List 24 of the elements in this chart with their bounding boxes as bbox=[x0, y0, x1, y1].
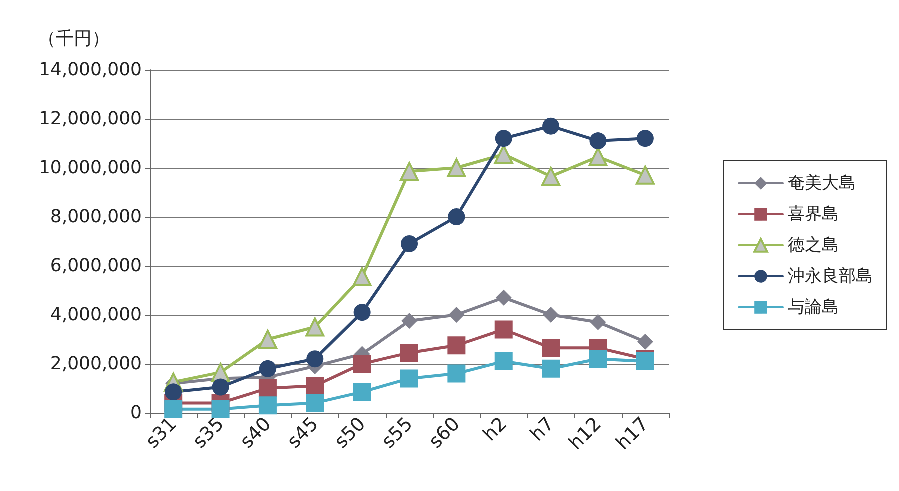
legend-label: 沖永良部島 bbox=[788, 266, 873, 286]
x-tick-label: s35 bbox=[188, 413, 229, 453]
x-tick-label: h2 bbox=[479, 413, 512, 446]
y-axis-title: （千円） bbox=[38, 28, 110, 50]
y-tick-label: 14,000,000 bbox=[38, 60, 142, 80]
y-tick-label: 10,000,000 bbox=[38, 158, 142, 178]
legend-label: 与論島 bbox=[788, 298, 839, 318]
y-tick-label: 12,000,000 bbox=[38, 108, 142, 130]
y-tick-label: 8,000,000 bbox=[50, 206, 142, 228]
x-tick-label: s50 bbox=[330, 413, 370, 453]
x-tick-label: s45 bbox=[283, 413, 323, 453]
x-tick-label: s40 bbox=[236, 413, 276, 453]
x-tick-label: s31 bbox=[142, 413, 182, 453]
x-tick-label: h12 bbox=[564, 413, 606, 454]
y-tick-label: 2,000,000 bbox=[50, 354, 142, 374]
x-tick-label: h7 bbox=[526, 413, 559, 446]
y-tick-label: 6,000,000 bbox=[50, 256, 142, 276]
y-tick-label: 0 bbox=[130, 402, 142, 424]
legend-label: 奄美大島 bbox=[788, 174, 856, 194]
legend-label: 徳之島 bbox=[788, 236, 839, 256]
x-tick-label: s60 bbox=[424, 413, 464, 453]
y-tick-label: 4,000,000 bbox=[50, 304, 142, 326]
x-tick-label: s55 bbox=[378, 413, 418, 453]
legend-label: 喜界島 bbox=[788, 204, 839, 224]
